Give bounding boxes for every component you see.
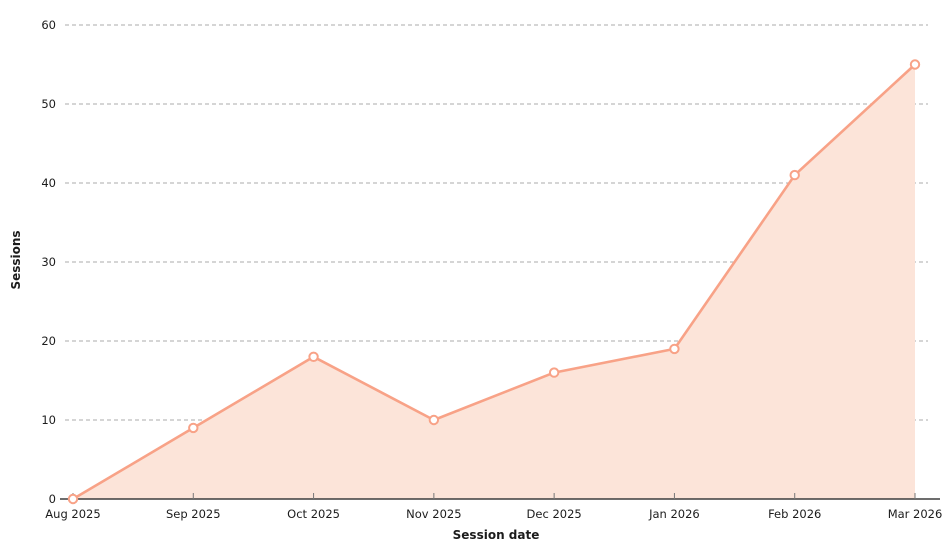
y-tick-label-60: 60 [41, 18, 56, 32]
x-tick-label-7: Mar 2026 [888, 507, 943, 521]
y-tick-label-40: 40 [41, 176, 56, 190]
series-area-fill [73, 64, 915, 499]
data-point-marker-jan-2026[interactable] [669, 343, 680, 355]
x-tick-label-0: Aug 2025 [45, 507, 100, 521]
y-tick-label-10: 10 [41, 413, 56, 427]
data-point-marker-aug-2025[interactable] [67, 493, 79, 505]
data-point-marker-feb-2026[interactable] [789, 169, 800, 181]
x-tick-label-2: Oct 2025 [287, 507, 340, 521]
x-tick-label-3: Nov 2025 [406, 507, 461, 521]
data-point-marker-sep-2025[interactable] [188, 422, 199, 434]
x-tick-label-5: Jan 2026 [648, 507, 700, 521]
data-point-marker-nov-2025[interactable] [428, 414, 440, 426]
y-tick-label-20: 20 [41, 334, 56, 348]
x-tick-label-6: Feb 2026 [768, 507, 821, 521]
y-tick-label-0: 0 [49, 492, 56, 506]
y-axis-title: Sessions [9, 230, 23, 290]
y-tick-label-30: 30 [41, 255, 56, 269]
data-point-marker-mar-2026[interactable] [909, 59, 921, 70]
x-tick-label-1: Sep 2025 [166, 507, 221, 521]
x-axis-title: Session date [452, 528, 540, 542]
data-point-marker-dec-2025[interactable] [548, 367, 560, 378]
data-point-marker-oct-2025[interactable] [308, 351, 319, 362]
series-line [71, 63, 917, 501]
y-tick-label-50: 50 [41, 97, 56, 111]
x-tick-label-4: Dec 2025 [527, 507, 582, 521]
